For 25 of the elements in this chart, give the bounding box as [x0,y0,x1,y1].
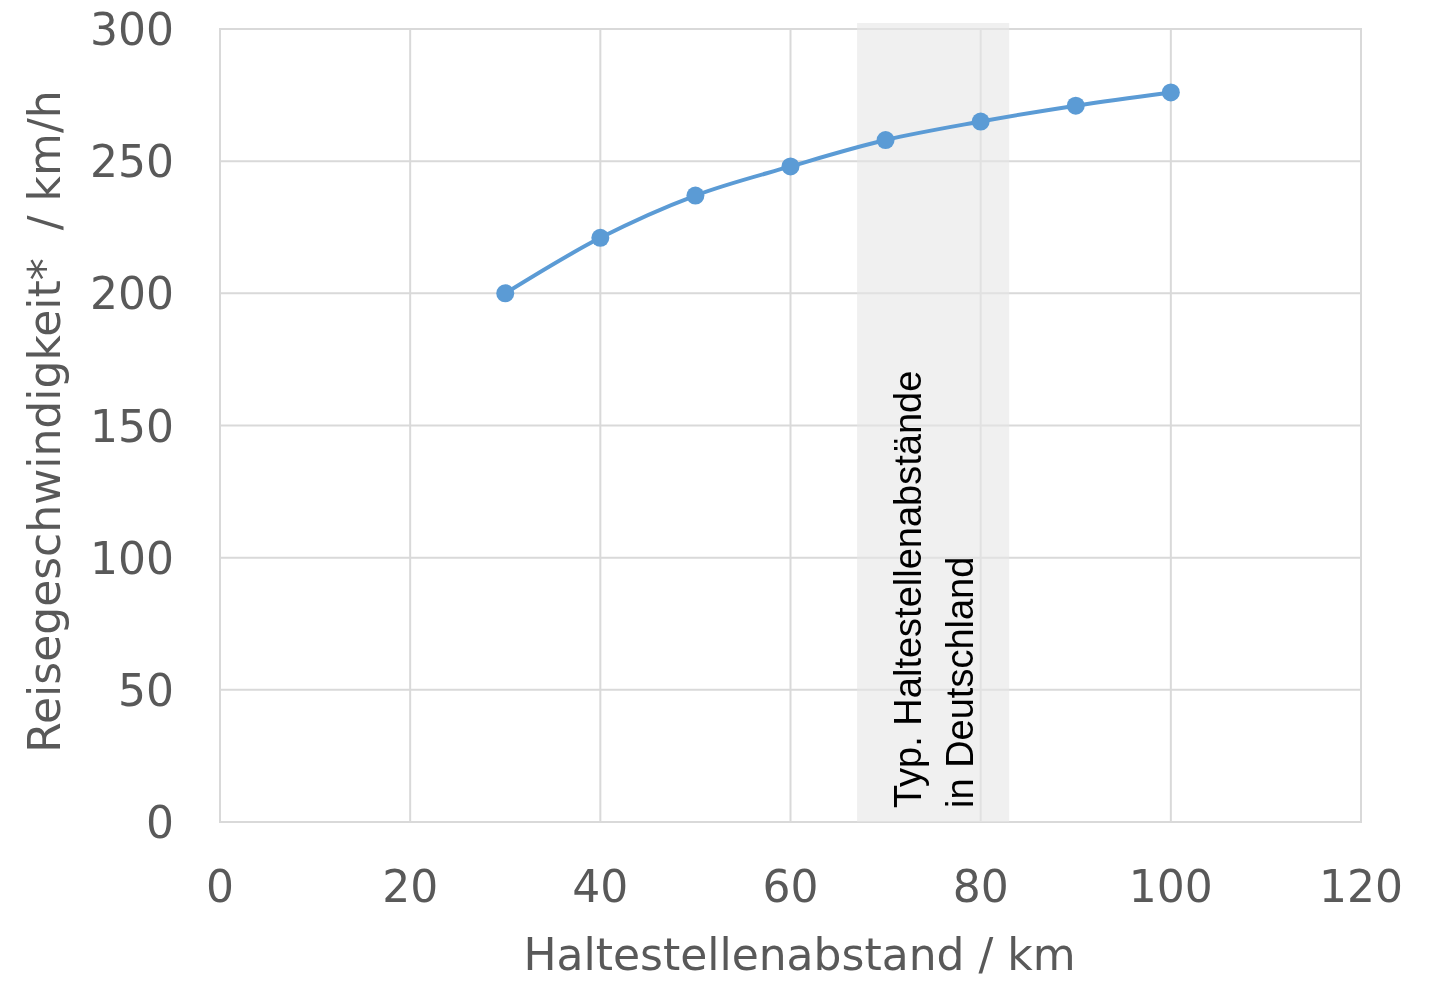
y-tick-label: 100 [90,532,174,584]
band-label: Typ. Haltestellenabstände in Deutschland [887,370,982,808]
point [686,186,705,205]
point [1066,96,1085,115]
x-tick-label: 20 [382,861,439,912]
x-tick-label: 120 [1319,861,1403,912]
x-tick-label: 0 [206,861,234,912]
point [781,157,800,176]
x-tick-label: 100 [1128,861,1213,912]
x-tick-label: 60 [762,861,819,912]
point [591,228,610,247]
y-tick-label: 200 [90,268,174,320]
point [496,284,515,303]
y-tick-label: 0 [146,797,174,848]
y-tick-label: 150 [90,400,174,452]
point [876,131,895,150]
x-tick-label: 40 [572,861,629,912]
y-tick-label: 250 [90,136,174,188]
point [971,112,990,131]
x-axis-title: Haltestellenabstand / km [523,929,1076,980]
point [1161,83,1180,102]
y-tick-label: 300 [90,4,174,55]
x-tick-label: 80 [952,861,1009,912]
y-tick-label: 50 [118,664,174,716]
y-axis-title: Reisegeschwindigkeit* / km/h [19,90,70,753]
